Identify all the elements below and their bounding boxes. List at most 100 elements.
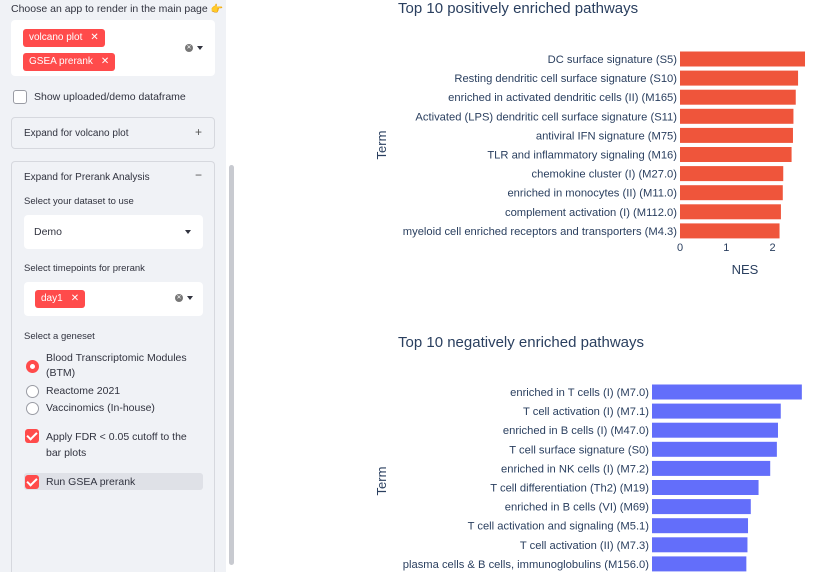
radio-label: Reactome 2021: [46, 385, 121, 397]
radio-reactome[interactable]: Reactome 2021: [26, 385, 120, 398]
category-label: DC surface signature (S5): [548, 54, 678, 66]
category-label: enriched in T cells (I) (M7.0): [510, 387, 649, 399]
x-tick-label: 0: [677, 242, 683, 254]
app-multiselect[interactable]: volcano plot ✕ GSEA prerank ✕ ✕: [11, 20, 215, 76]
tag-label: day1: [41, 293, 63, 304]
category-label: T cell activation (I) (M7.1): [523, 406, 649, 418]
show-dataframe-checkbox[interactable]: Show uploaded/demo dataframe: [13, 90, 186, 104]
category-label: T cell differentiation (Th2) (M19): [490, 483, 649, 495]
category-label: T cell activation and signaling (M5.1): [468, 521, 650, 533]
category-label: T cell activation (II) (M7.3): [520, 540, 649, 552]
bar-0[interactable]: [680, 51, 806, 67]
bar-9[interactable]: [680, 223, 780, 239]
minus-icon[interactable]: −: [194, 168, 202, 182]
clear-all-icon[interactable]: ✕: [175, 294, 183, 303]
bar-1[interactable]: [652, 403, 781, 419]
remove-tag-icon[interactable]: ✕: [90, 32, 99, 43]
geneset-label: Select a geneset: [24, 331, 95, 342]
radio-unselected-icon[interactable]: [26, 402, 39, 415]
sidebar-scrollbar[interactable]: [229, 165, 234, 565]
bar-7[interactable]: [680, 185, 783, 201]
bar-1[interactable]: [680, 70, 799, 86]
tag-label: GSEA prerank: [29, 56, 93, 67]
fdr-checkbox[interactable]: Apply FDR < 0.05 cutoff to the bar plots: [25, 429, 203, 461]
bar-6[interactable]: [680, 166, 784, 182]
multiselect-controls: ✕: [175, 293, 193, 304]
chevron-down-icon[interactable]: [197, 46, 203, 51]
category-label: complement activation (I) (M112.0): [505, 207, 677, 219]
positive-pathways-svg: DC surface signature (S5) Resting dendrit…: [374, 51, 806, 277]
x-axis-title: NES: [732, 262, 759, 277]
x-tick-label: 1: [723, 242, 729, 254]
bar-5[interactable]: [680, 147, 792, 162]
checkbox-checked-icon[interactable]: [25, 475, 39, 489]
radio-selected-icon[interactable]: [26, 360, 39, 373]
radio-btm[interactable]: Blood Transcriptomic Modules (BTM): [26, 351, 201, 381]
negative-pathways-svg: enriched in T cells (I) (M7.0) T cell act…: [374, 384, 802, 572]
category-label: myeloid cell enriched receptors and tran…: [403, 226, 677, 238]
category-label: Activated (LPS) dendritic cell surface s…: [415, 111, 677, 123]
checkbox-label: Show uploaded/demo dataframe: [34, 91, 186, 103]
bar-9[interactable]: [652, 556, 747, 572]
category-label: Resting dendritic cell surface signature…: [454, 73, 677, 85]
y-axis-title: Term: [374, 467, 389, 496]
timepoints-multiselect[interactable]: day1 ✕ ✕: [24, 282, 203, 316]
tag-volcano-plot: volcano plot ✕: [23, 29, 105, 47]
plus-icon[interactable]: +: [194, 125, 202, 139]
bar-5[interactable]: [652, 480, 759, 495]
timepoints-label: Select timepoints for prerank: [24, 263, 145, 274]
dataset-value: Demo: [34, 226, 63, 238]
y-axis-title: Term: [374, 131, 389, 160]
expander-title[interactable]: Expand for Prerank Analysis: [24, 172, 150, 183]
chart-title: Top 10 negatively enriched pathways: [398, 334, 644, 351]
category-label: enriched in B cells (VI) (M69): [505, 502, 650, 514]
checkbox-icon[interactable]: [13, 90, 27, 104]
tag-day1: day1 ✕: [35, 290, 86, 308]
category-label: enriched in activated dendritic cells (I…: [448, 92, 677, 104]
run-gsea-row: [24, 473, 203, 490]
checkbox-label: Run GSEA prerank: [46, 476, 136, 488]
chevron-down-icon: [185, 230, 191, 234]
category-label: plasma cells & B cells, immunoglobulins …: [403, 559, 649, 571]
bar-3[interactable]: [652, 441, 777, 457]
multiselect-controls: ✕: [185, 43, 203, 54]
x-tick-label: 2: [770, 242, 776, 254]
chevron-down-icon[interactable]: [187, 296, 193, 301]
remove-tag-icon[interactable]: ✕: [70, 293, 80, 304]
bar-7[interactable]: [652, 518, 749, 534]
negative-pathways-chart: Top 10 negatively enriched pathways enri…: [236, 330, 830, 572]
expander-volcano[interactable]: Expand for volcano plot +: [11, 117, 215, 149]
tag-gsea-prerank: GSEA prerank ✕: [23, 53, 116, 71]
dataset-label: Select your dataset to use: [24, 196, 134, 207]
radio-label: Blood Transcriptomic Modules (BTM): [46, 352, 187, 379]
app-select-label: Choose an app to render in the main page…: [11, 3, 223, 15]
category-label: chemokine cluster (I) (M27.0): [532, 169, 678, 181]
radio-label: Vaccinomics (In-house): [46, 402, 155, 414]
tag-label: volcano plot: [29, 32, 83, 43]
dataset-select[interactable]: Demo: [24, 215, 203, 249]
bar-6[interactable]: [652, 499, 751, 515]
radio-vaccinomics[interactable]: Vaccinomics (In-house): [26, 402, 155, 415]
category-label: enriched in NK cells (I) (M7.2): [501, 463, 649, 475]
bar-4[interactable]: [652, 460, 771, 476]
expander-title: Expand for volcano plot: [24, 128, 129, 139]
run-gsea-checkbox[interactable]: Run GSEA prerank: [25, 475, 135, 489]
category-label: T cell surface signature (S0): [509, 444, 649, 456]
chart-title: Top 10 positively enriched pathways: [398, 0, 639, 17]
bar-2[interactable]: [652, 422, 778, 438]
bar-0[interactable]: [652, 384, 802, 400]
checkbox-checked-icon[interactable]: [25, 429, 39, 443]
bar-3[interactable]: [680, 108, 794, 124]
radio-unselected-icon[interactable]: [26, 385, 39, 398]
bar-2[interactable]: [680, 89, 796, 105]
bar-8[interactable]: [680, 204, 781, 220]
checkbox-label: Apply FDR < 0.05 cutoff to the bar plots: [46, 431, 187, 459]
category-label: antiviral IFN signature (M75): [536, 130, 677, 142]
sidebar: Choose an app to render in the main page…: [0, 0, 226, 572]
category-label: TLR and inflammatory signaling (M16): [487, 150, 677, 162]
bar-4[interactable]: [680, 127, 793, 143]
remove-tag-icon[interactable]: ✕: [100, 56, 110, 67]
category-label: enriched in monocytes (II) (M11.0): [507, 188, 677, 200]
bar-8[interactable]: [652, 537, 748, 553]
clear-all-icon[interactable]: ✕: [185, 44, 193, 53]
